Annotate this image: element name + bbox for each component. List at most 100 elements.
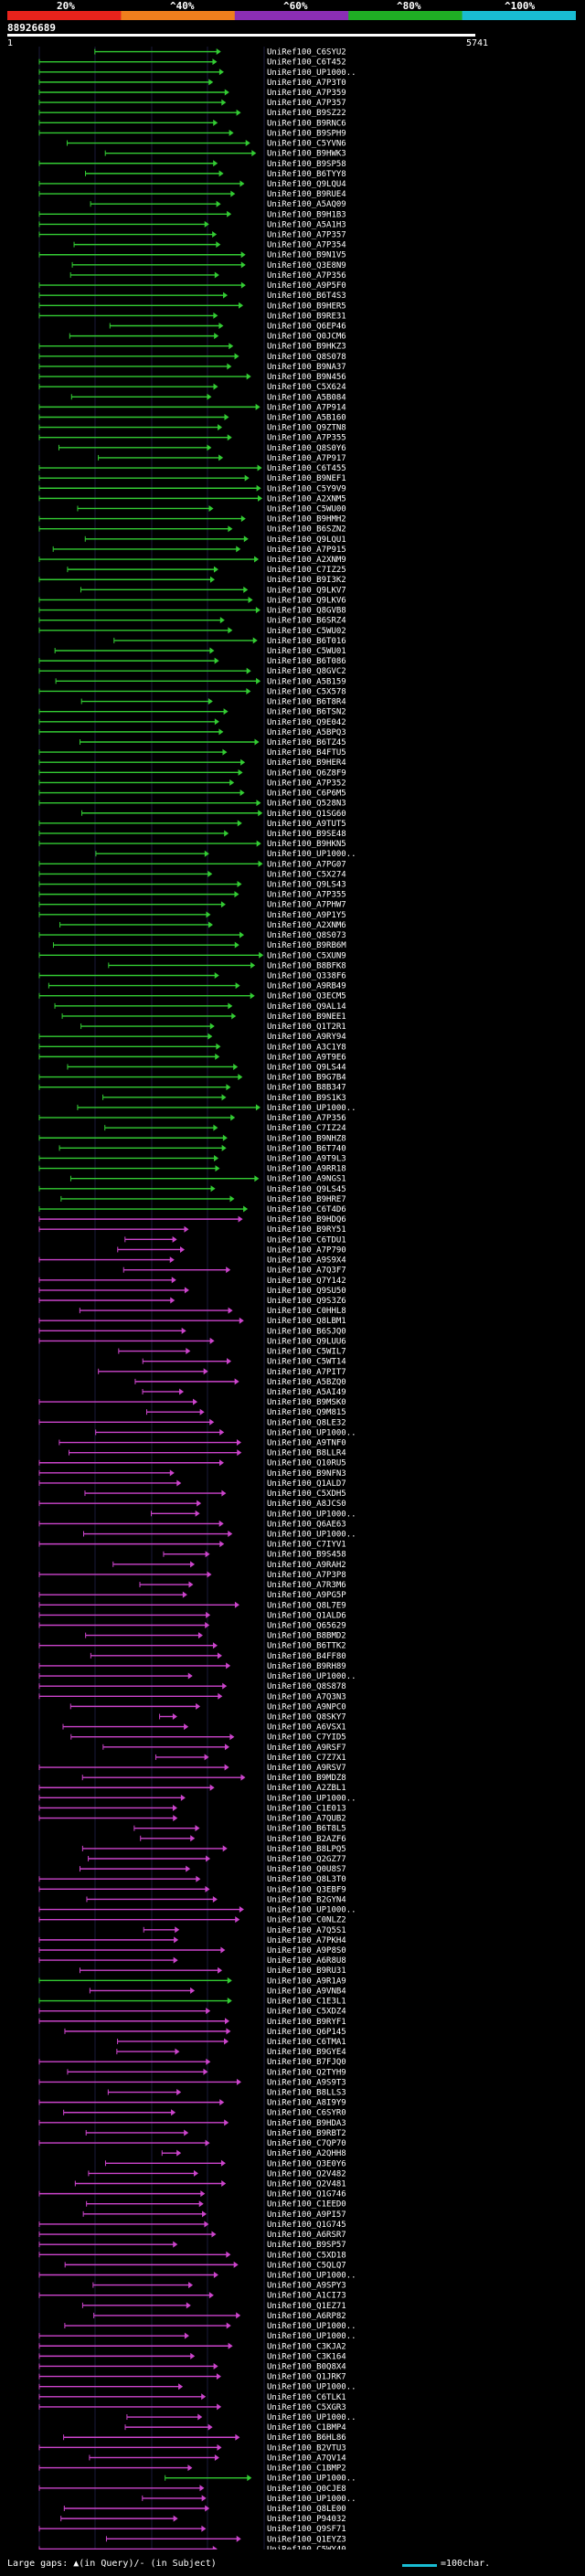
hit-label[interactable]: UniRef100_A9P5F0 [267,281,346,291]
hit-label[interactable]: UniRef100_A5B084 [267,393,346,402]
hit-label[interactable]: UniRef100_Q9M815 [267,1408,346,1417]
hit-label[interactable]: UniRef100_B9RBT2 [267,2129,346,2138]
hit-label[interactable]: UniRef100_B8LPQ5 [267,1845,346,1854]
hit-label[interactable]: UniRef100_Q8GVB8 [267,607,346,616]
hit-label[interactable]: UniRef100_B6TYY8 [267,170,346,179]
hit-label[interactable]: UniRef100_B9G7B4 [267,1074,346,1083]
hit-label[interactable]: UniRef100_B9NFN3 [267,1469,346,1479]
hit-label[interactable]: UniRef100_C6T4D6 [267,1205,346,1214]
hit-label[interactable]: UniRef100_B6HL86 [267,2433,346,2443]
hit-label[interactable]: UniRef100_Q9SU50 [267,1287,346,1296]
hit-label[interactable]: UniRef100_UP1000.. [267,2322,356,2331]
hit-label[interactable]: UniRef100_Q3ECM5 [267,992,346,1002]
hit-label[interactable]: UniRef100_B9RB6M [267,941,346,950]
hit-label[interactable]: UniRef100_B9RU31 [267,1966,346,1976]
hit-label[interactable]: UniRef100_Q8S073 [267,931,346,940]
hit-label[interactable]: UniRef100_A5BZQ0 [267,1378,346,1387]
hit-label[interactable]: UniRef100_C1E013 [267,1804,346,1813]
hit-label[interactable]: UniRef100_Q6AE63 [267,1520,346,1529]
hit-label[interactable]: UniRef100_A9RSV7 [267,1764,346,1773]
hit-label[interactable]: UniRef100_Q8GVC2 [267,667,346,676]
hit-label[interactable]: UniRef100_A9PG5P [267,1591,346,1600]
hit-label[interactable]: UniRef100_Q10RU5 [267,1459,346,1468]
hit-label[interactable]: UniRef100_B9HER4 [267,758,346,768]
hit-label[interactable]: UniRef100_B9SPH9 [267,129,346,138]
hit-label[interactable]: UniRef100_Q9LQU4 [267,180,346,189]
hit-label[interactable]: UniRef100_P94032 [267,2515,346,2524]
hit-label[interactable]: UniRef100_Q3E8N9 [267,261,346,270]
hit-label[interactable]: UniRef100_A7PG07 [267,860,346,869]
hit-label[interactable]: UniRef100_A2XNM6 [267,921,346,930]
hit-label[interactable]: UniRef100_Q9ZTN8 [267,424,346,433]
hit-label[interactable]: UniRef100_A9P8S0 [267,1946,346,1956]
hit-label[interactable]: UniRef100_UP1000.. [267,1104,356,1113]
hit-label[interactable]: UniRef100_A7P356 [267,271,346,281]
hit-label[interactable]: UniRef100_C6TLK1 [267,2393,346,2402]
hit-label[interactable]: UniRef100_A7P359 [267,89,346,98]
hit-label[interactable]: UniRef100_C5WU01 [267,647,346,656]
hit-label[interactable]: UniRef100_A5BPQ3 [267,728,346,737]
hit-label[interactable]: UniRef100_A7P352 [267,779,346,788]
hit-label[interactable]: UniRef100_Q9AL14 [267,1002,346,1012]
hit-label[interactable]: UniRef100_A8JCS0 [267,1500,346,1509]
hit-label[interactable]: UniRef100_C6SYU2 [267,48,346,58]
hit-label[interactable]: UniRef100_UP1000.. [267,2413,356,2422]
hit-label[interactable]: UniRef100_Q8SKY7 [267,1712,346,1722]
hit-label[interactable]: UniRef100_B4FF80 [267,1652,346,1661]
hit-label[interactable]: UniRef100_A9VNB4 [267,1987,346,1996]
hit-label[interactable]: UniRef100_C7IZ24 [267,1124,346,1133]
hit-label[interactable]: UniRef100_B9HDQ6 [267,1215,346,1224]
hit-label[interactable]: UniRef100_UP1000.. [267,2495,356,2504]
hit-label[interactable]: UniRef100_C5QLQ7 [267,2261,346,2270]
hit-label[interactable]: UniRef100_A9SPY3 [267,2282,346,2291]
hit-label[interactable]: UniRef100_C5WU00 [267,504,346,514]
hit-label[interactable]: UniRef100_B6T086 [267,657,346,666]
hit-label[interactable]: UniRef100_A9T9L3 [267,1154,346,1163]
hit-label[interactable]: UniRef100_A7P790 [267,1246,346,1255]
hit-label[interactable]: UniRef100_C7QP70 [267,2139,346,2148]
hit-label[interactable]: UniRef100_Q8S878 [267,1682,346,1691]
hit-label[interactable]: UniRef100_Q3E0Y6 [267,2159,346,2168]
hit-label[interactable]: UniRef100_C7Z7X1 [267,1754,346,1763]
hit-label[interactable]: UniRef100_C5Y9V9 [267,484,346,493]
hit-label[interactable]: UniRef100_A6R8U8 [267,1956,346,1966]
hit-label[interactable]: UniRef100_B9RYF1 [267,2018,346,2027]
hit-label[interactable]: UniRef100_B6SRZ4 [267,617,346,626]
hit-label[interactable]: UniRef100_Q65629 [267,1621,346,1630]
hit-label[interactable]: UniRef100_A9TUT5 [267,820,346,829]
hit-label[interactable]: UniRef100_B9HKN5 [267,840,346,849]
hit-label[interactable]: UniRef100_A9PI57 [267,2210,346,2220]
hit-label[interactable]: UniRef100_A7P3T0 [267,79,346,88]
hit-label[interactable]: UniRef100_B6TZ45 [267,738,346,747]
hit-label[interactable]: UniRef100_B9RY51 [267,1225,346,1235]
hit-label[interactable]: UniRef100_Q8S0Y6 [267,444,346,453]
hit-label[interactable]: UniRef100_Q9LS44 [267,1063,346,1072]
hit-label[interactable]: UniRef100_C6TMA1 [267,2038,346,2047]
hit-label[interactable]: UniRef100_B9RNC6 [267,119,346,128]
hit-label[interactable]: UniRef100_B4FTU5 [267,748,346,758]
hit-label[interactable]: UniRef100_A7P355 [267,891,346,900]
hit-label[interactable]: UniRef100_A7Q3F7 [267,1267,346,1276]
hit-label[interactable]: UniRef100_Q8LE00 [267,2505,346,2514]
hit-label[interactable]: UniRef100_Q1G745 [267,2221,346,2230]
hit-label[interactable]: UniRef100_B6SJQ0 [267,1327,346,1336]
hit-label[interactable]: UniRef100_Q1JRK7 [267,2373,346,2382]
hit-label[interactable]: UniRef100_C5X578 [267,687,346,696]
hit-label[interactable]: UniRef100_B9I3K2 [267,576,346,585]
hit-label[interactable]: UniRef100_A7PKH4 [267,1936,346,1945]
hit-label[interactable]: UniRef100_A7P3P8 [267,1571,346,1580]
hit-label[interactable]: UniRef100_B8LLS3 [267,2089,346,2098]
hit-label[interactable]: UniRef100_A7R3M6 [267,1581,346,1590]
hit-label[interactable]: UniRef100_Q9LKV7 [267,586,346,595]
hit-label[interactable]: UniRef100_B9SP58 [267,160,346,169]
hit-label[interactable]: UniRef100_UP1000.. [267,69,356,78]
hit-label[interactable]: UniRef100_A9RSF7 [267,1744,346,1753]
hit-label[interactable]: UniRef100_C5XD18 [267,2251,346,2260]
hit-label[interactable]: UniRef100_Q6Z8F9 [267,769,346,778]
hit-label[interactable]: UniRef100_C1BMP4 [267,2423,346,2433]
hit-label[interactable]: UniRef100_Q338F6 [267,972,346,981]
hit-label[interactable]: UniRef100_B9HRE7 [267,1195,346,1204]
hit-label[interactable]: UniRef100_Q2V482 [267,2169,346,2178]
hit-label[interactable]: UniRef100_B7FJQ0 [267,2058,346,2067]
hit-label[interactable]: UniRef100_Q1EYZ3 [267,2535,346,2544]
